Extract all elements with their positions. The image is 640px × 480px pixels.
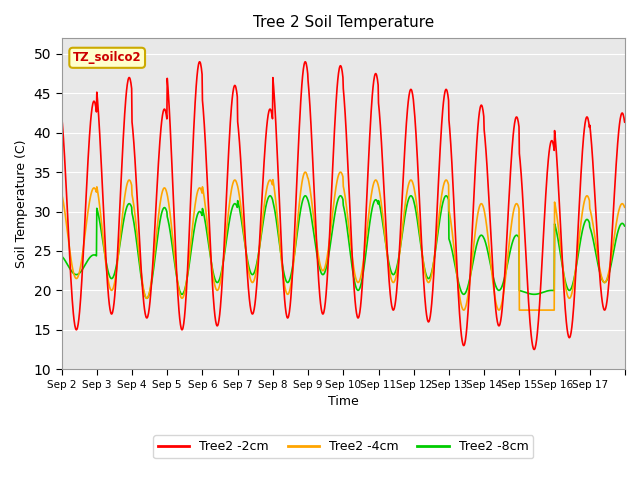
Tree2 -4cm xyxy=(283,290,291,296)
Tree2 -8cm xyxy=(72,272,80,277)
Tree2 -4cm xyxy=(72,276,80,281)
Tree2 -8cm xyxy=(318,271,326,277)
Line: Tree2 -8cm: Tree2 -8cm xyxy=(61,196,625,298)
Tree2 -2cm xyxy=(318,308,326,314)
Tree2 -8cm xyxy=(143,295,150,301)
Tree2 -2cm xyxy=(283,312,291,318)
Tree2 -4cm xyxy=(317,266,325,272)
Tree2 -4cm xyxy=(408,178,416,184)
Tree2 -4cm xyxy=(337,169,344,175)
Tree2 -8cm xyxy=(284,279,291,285)
Line: Tree2 -4cm: Tree2 -4cm xyxy=(61,172,625,310)
Tree2 -2cm xyxy=(437,134,445,140)
Tree2 -4cm xyxy=(58,191,65,196)
X-axis label: Time: Time xyxy=(328,395,358,408)
Tree2 -8cm xyxy=(58,253,65,259)
Tree2 -8cm xyxy=(408,194,416,200)
Tree2 -2cm xyxy=(530,347,538,352)
Text: TZ_soilco2: TZ_soilco2 xyxy=(73,51,141,64)
Tree2 -2cm xyxy=(408,88,416,94)
Tree2 -2cm xyxy=(301,59,309,65)
Tree2 -2cm xyxy=(621,120,629,125)
Tree2 -4cm xyxy=(358,268,366,274)
Title: Tree 2 Soil Temperature: Tree 2 Soil Temperature xyxy=(253,15,434,30)
Tree2 -8cm xyxy=(621,223,629,229)
Tree2 -4cm xyxy=(621,204,629,210)
Tree2 -8cm xyxy=(266,193,274,199)
Tree2 -2cm xyxy=(58,112,65,118)
Legend: Tree2 -2cm, Tree2 -4cm, Tree2 -8cm: Tree2 -2cm, Tree2 -4cm, Tree2 -8cm xyxy=(153,435,533,458)
Tree2 -8cm xyxy=(437,208,445,214)
Tree2 -4cm xyxy=(437,198,445,204)
Line: Tree2 -2cm: Tree2 -2cm xyxy=(61,62,625,349)
Tree2 -2cm xyxy=(358,287,366,292)
Tree2 -8cm xyxy=(358,275,366,281)
Y-axis label: Soil Temperature (C): Soil Temperature (C) xyxy=(15,139,28,268)
Tree2 -4cm xyxy=(516,307,524,313)
Tree2 -2cm xyxy=(72,326,80,332)
